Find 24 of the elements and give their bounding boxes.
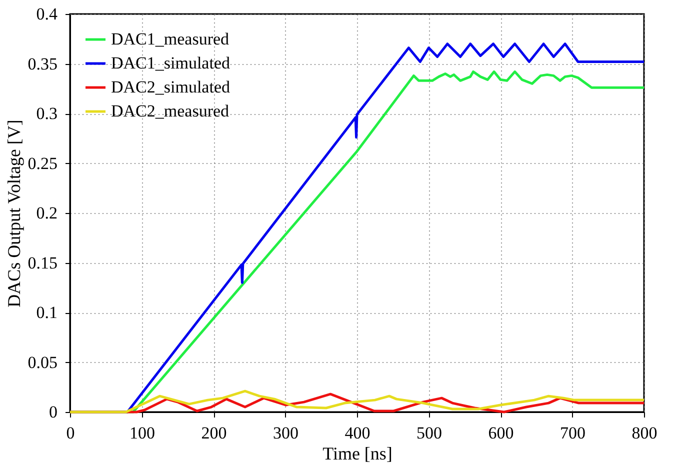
y-tick-label: 0.25	[28, 154, 58, 173]
x-tick-label: 0	[66, 424, 75, 442]
y-axis-title: DACs Output Voltage [V]	[4, 120, 24, 308]
legend-label: DAC1_measured	[111, 30, 230, 48]
x-axis-title: Time [ns]	[322, 444, 392, 464]
legend-label: DAC2_simulated	[111, 78, 230, 96]
legend-label: DAC1_simulated	[111, 54, 230, 72]
x-tick-label: 300	[273, 424, 298, 442]
legend-label: DAC2_measured	[111, 102, 230, 120]
x-tick-label: 400	[344, 424, 370, 442]
y-tick-label: 0.05	[28, 352, 58, 372]
x-tick-label: 100	[130, 424, 155, 442]
y-tick-label: 0.35	[28, 54, 58, 74]
y-tick-label: 0	[49, 402, 58, 422]
y-tick-label: 0.4	[36, 4, 58, 24]
y-tick-label: 0.2	[36, 204, 58, 222]
x-tick-label: 200	[201, 424, 227, 442]
y-tick-label: 0.3	[36, 104, 58, 123]
x-tick-label: 800	[632, 424, 658, 442]
x-tick-label: 500	[416, 424, 442, 442]
x-tick-label: 600	[488, 424, 514, 442]
y-tick-label: 0.15	[28, 253, 58, 272]
x-tick-label: 700	[560, 424, 586, 442]
y-tick-label: 0.1	[36, 303, 58, 322]
